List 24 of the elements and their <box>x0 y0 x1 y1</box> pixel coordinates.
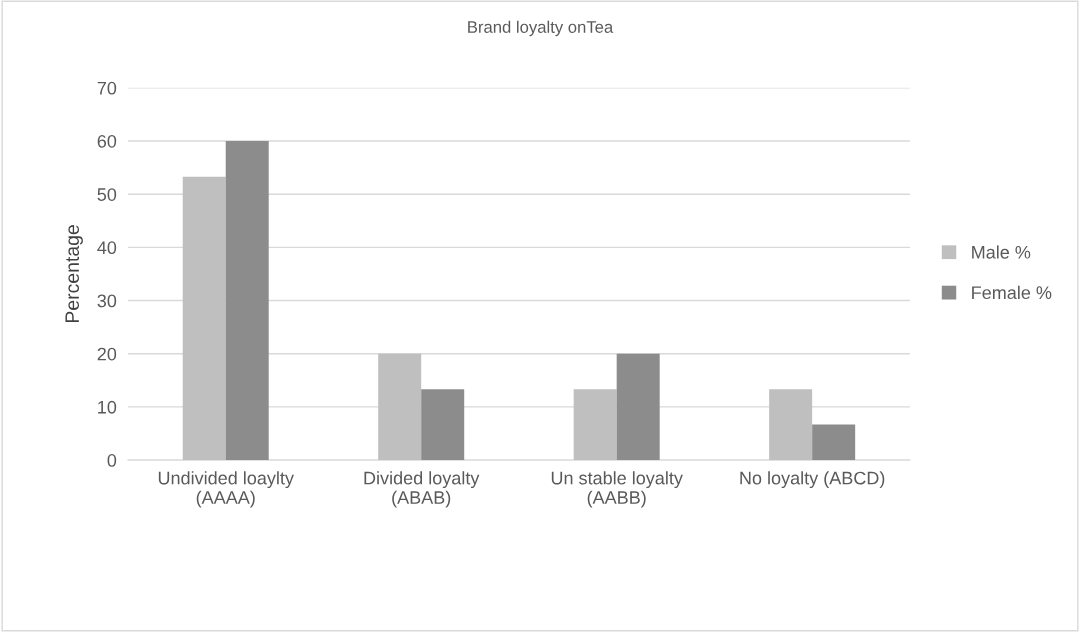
bar <box>769 389 813 461</box>
bar <box>421 389 465 461</box>
bar <box>182 176 226 461</box>
x-tick-label: Undivided loaylty (AAAA) <box>158 471 294 508</box>
bar <box>616 353 660 461</box>
x-tick-label: No loyalty (ABCD) <box>740 471 885 489</box>
y-tick-label: 30 <box>97 294 117 308</box>
bar <box>812 424 856 461</box>
y-tick-label: 60 <box>97 134 117 148</box>
bar <box>573 389 617 461</box>
y-tick-label: 50 <box>97 188 117 201</box>
y-tick-label: 10 <box>98 400 117 414</box>
y-tick-label: 70 <box>97 81 117 95</box>
legend-label: Female % <box>972 285 1052 300</box>
y-axis-title: Percentage <box>65 225 83 323</box>
x-tick-label: Un stable loyalty (AABB) <box>551 471 683 508</box>
bar <box>225 141 269 461</box>
bar <box>378 353 422 461</box>
legend-label: Male % <box>972 245 1031 259</box>
x-tick-label: Divided loyalty (ABAB) <box>364 471 480 508</box>
chart-title: Brand loyalty onTea <box>468 20 614 37</box>
y-tick-label: 20 <box>97 347 117 361</box>
y-tick-label: 40 <box>97 241 117 255</box>
y-tick-label: 0 <box>107 454 117 467</box>
